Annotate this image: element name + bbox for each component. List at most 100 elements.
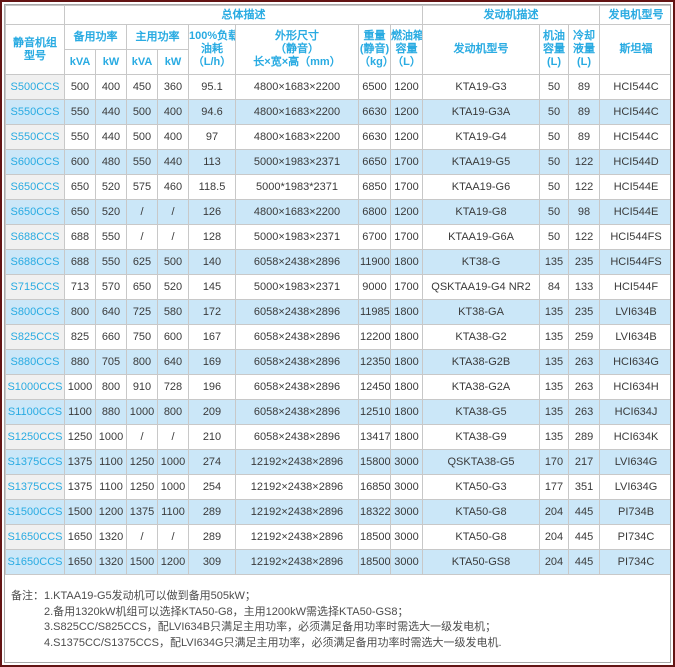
- standby-kw-cell: 1200: [95, 499, 127, 525]
- standby-kw-cell: 1000: [95, 424, 127, 450]
- table-row: S1650CCS 1650 1320//289 12192×2438×2896 1850…: [5, 524, 670, 550]
- model-cell[interactable]: S1375CCS: [5, 474, 65, 500]
- oil-capacity-cell: 50: [539, 74, 569, 100]
- prime-kva-cell: 625: [126, 249, 158, 275]
- coolant-capacity-cell: 263: [567, 374, 601, 400]
- standby-kw-cell: 1320: [95, 549, 127, 575]
- col-header-standby-power: 备用功率: [64, 24, 127, 50]
- model-cell[interactable]: S1650CCS: [5, 549, 65, 575]
- fuel-tank-cell: 1700: [390, 274, 423, 300]
- prime-kw-cell: /: [157, 524, 189, 550]
- genset-spec-table: 总体描述 发动机描述 发电机型号 静音机组 型号 备用功率 主用功率 100%负…: [5, 5, 671, 575]
- fuel-tank-cell: 3000: [390, 474, 423, 500]
- model-cell[interactable]: S1650CCS: [5, 524, 65, 550]
- fuel-consumption-cell: 113: [188, 149, 236, 175]
- standby-kw-cell: 660: [95, 324, 127, 350]
- fuel-tank-cell: 1200: [390, 99, 423, 125]
- model-cell[interactable]: S500CCS: [5, 74, 65, 100]
- unit-header-row: kVA kW kVA kW: [6, 49, 671, 75]
- coolant-capacity-cell: 235: [567, 299, 601, 325]
- oil-capacity-cell: 135: [539, 399, 569, 425]
- model-cell[interactable]: S825CCS: [5, 324, 65, 350]
- model-cell[interactable]: S1500CCS: [5, 499, 65, 525]
- oil-capacity-cell: 170: [539, 449, 569, 475]
- dimensions-cell: 6058×2438×2896: [235, 299, 359, 325]
- fuel-consumption-cell: 274: [188, 449, 236, 475]
- engine-model-cell: KTA19-G4: [422, 124, 540, 150]
- dimensions-cell: 6058×2438×2896: [235, 324, 359, 350]
- model-cell[interactable]: S650CCS: [5, 199, 65, 225]
- model-cell[interactable]: S550CCS: [5, 124, 65, 150]
- table-row: S880CCS 880 705 800 640 169 6058×2438×2896 1235…: [5, 349, 670, 375]
- model-cell[interactable]: S1100CCS: [5, 399, 65, 425]
- alternator-model-cell: HCI634J: [599, 399, 670, 425]
- model-cell[interactable]: S1000CCS: [5, 374, 65, 400]
- col-header-coolant-capacity: 冷却 液量 (L): [567, 24, 601, 75]
- standby-kw-cell: 570: [95, 274, 127, 300]
- standby-kva-cell: 550: [64, 124, 96, 150]
- dimensions-cell: 12192×2438×2896: [235, 549, 359, 575]
- fuel-consumption-cell: 94.6: [188, 99, 236, 125]
- fuel-tank-cell: 3000: [390, 549, 423, 575]
- group-header-engine: 发动机描述: [421, 5, 601, 25]
- model-cell[interactable]: S880CCS: [5, 349, 65, 375]
- fuel-consumption-cell: 169: [188, 349, 236, 375]
- dimensions-cell: 12192×2438×2896: [235, 474, 359, 500]
- fuel-consumption-cell: 289: [188, 524, 236, 550]
- dimensions-cell: 4800×1683×2200: [235, 124, 359, 150]
- fuel-tank-cell: 1200: [390, 199, 423, 225]
- col-header-standby-kw: kW: [95, 49, 127, 75]
- model-cell[interactable]: S688CCS: [5, 249, 65, 275]
- fuel-tank-cell: 1800: [390, 399, 423, 425]
- alternator-model-cell: HCI544E: [599, 199, 670, 225]
- fuel-tank-cell: 1800: [390, 249, 423, 275]
- fuel-consumption-cell: 289: [188, 499, 236, 525]
- dimensions-cell: 5000×1983×2371: [235, 274, 359, 300]
- prime-kw-cell: 400: [157, 99, 189, 125]
- fuel-consumption-cell: 126: [188, 199, 236, 225]
- model-cell[interactable]: S600CCS: [5, 149, 65, 175]
- prime-kw-cell: 1200: [157, 549, 189, 575]
- prime-kw-cell: 440: [157, 149, 189, 175]
- model-cell[interactable]: S715CCS: [5, 274, 65, 300]
- weight-cell: 6700: [358, 224, 391, 250]
- standby-kw-cell: 520: [95, 199, 127, 225]
- coolant-capacity-cell: 122: [567, 149, 601, 175]
- model-cell[interactable]: S800CCS: [5, 299, 65, 325]
- standby-kw-cell: 880: [95, 399, 127, 425]
- fuel-consumption-cell: 95.1: [188, 74, 236, 100]
- prime-kva-cell: 500: [126, 99, 158, 125]
- model-cell[interactable]: S1250CCS: [5, 424, 65, 450]
- table-row: S1250CCS 1250 1000//210 6058×2438×2896 13417…: [5, 424, 670, 450]
- prime-kva-cell: 750: [126, 324, 158, 350]
- oil-capacity-cell: 135: [539, 374, 569, 400]
- oil-capacity-cell: 204: [539, 499, 569, 525]
- weight-cell: 15800: [358, 449, 391, 475]
- table-row: S650CCS 650 520//126 4800×1683×2200 6800 1200…: [5, 199, 670, 225]
- group-header-row: 总体描述 发动机描述 发电机型号: [5, 5, 670, 25]
- alternator-model-cell: HCI544C: [599, 74, 670, 100]
- fuel-consumption-cell: 210: [188, 424, 236, 450]
- coolant-capacity-cell: 445: [567, 524, 601, 550]
- model-cell[interactable]: S688CCS: [5, 224, 65, 250]
- dimensions-cell: 6058×2438×2896: [235, 399, 359, 425]
- weight-cell: 6650: [358, 149, 391, 175]
- weight-cell: 6850: [358, 174, 391, 200]
- standby-kva-cell: 1375: [64, 449, 96, 475]
- model-cell[interactable]: S1375CCS: [5, 449, 65, 475]
- weight-cell: 13417: [358, 424, 391, 450]
- fuel-tank-cell: 1700: [390, 224, 423, 250]
- prime-kw-cell: 360: [157, 74, 189, 100]
- table-row: S550CCS 550 440 500 400 94.6 4800×1683×2200 663…: [5, 99, 670, 125]
- prime-kva-cell: 910: [126, 374, 158, 400]
- model-cell[interactable]: S550CCS: [5, 99, 65, 125]
- standby-kw-cell: 550: [95, 224, 127, 250]
- prime-kva-cell: 1375: [126, 499, 158, 525]
- standby-kw-cell: 480: [95, 149, 127, 175]
- notes-list: 1.KTAA19-G5发动机可以做到备用505kW； 2.备用1320kW机组可…: [44, 589, 502, 651]
- fuel-tank-cell: 1200: [390, 74, 423, 100]
- standby-kva-cell: 650: [64, 174, 96, 200]
- model-cell[interactable]: S650CCS: [5, 174, 65, 200]
- fuel-consumption-cell: 254: [188, 474, 236, 500]
- standby-kva-cell: 600: [64, 149, 96, 175]
